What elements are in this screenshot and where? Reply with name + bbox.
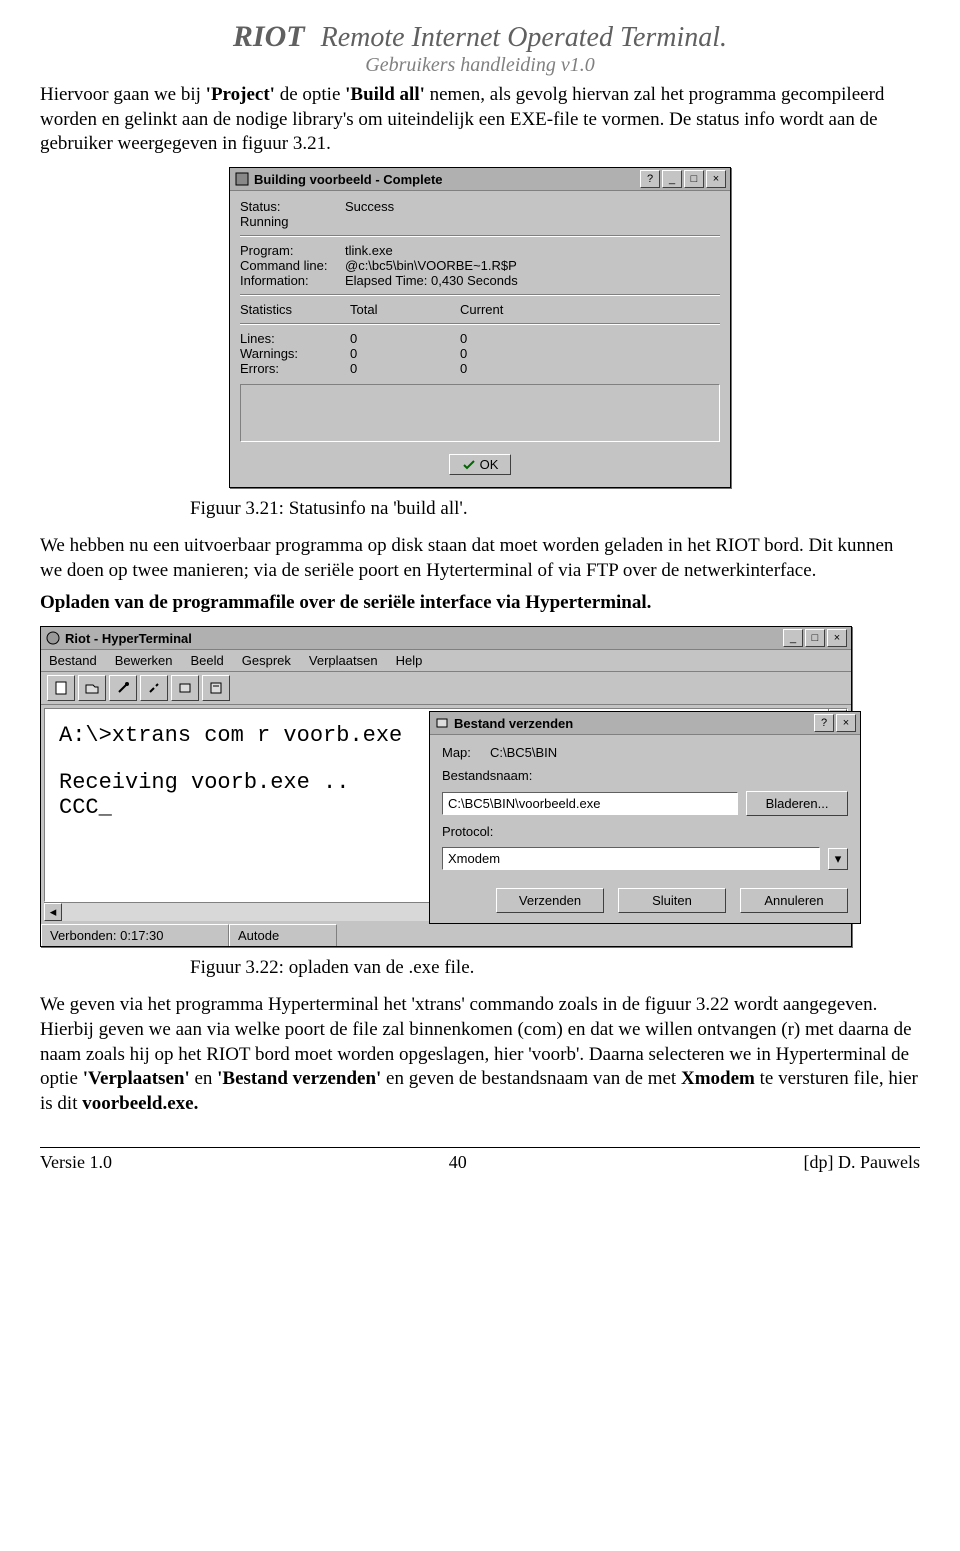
build-dialog-title: Building voorbeeld - Complete (254, 172, 640, 187)
paragraph-1: Hiervoor gaan we bij 'Project' de optie … (40, 83, 920, 157)
cancel-button[interactable]: Annuleren (740, 888, 848, 913)
browse-button[interactable]: Bladeren... (746, 791, 848, 816)
close-icon[interactable]: × (836, 714, 856, 732)
help-icon[interactable]: ? (814, 714, 834, 732)
total-label: Total (350, 302, 460, 317)
app-icon (234, 171, 250, 187)
footer-page: 40 (449, 1152, 467, 1173)
cmd-label: Command line: (240, 258, 345, 273)
header-title-long: Remote Internet Operated Terminal. (321, 22, 727, 53)
check-icon (462, 459, 476, 471)
build-dialog: Building voorbeeld - Complete ? _ □ × St… (229, 167, 731, 488)
close-icon[interactable]: × (827, 629, 847, 647)
maximize-icon[interactable]: □ (684, 170, 704, 188)
current-label: Current (460, 302, 570, 317)
send-file-titlebar: Bestand verzenden ? × (430, 712, 860, 735)
footer-author: [dp] D. Pauwels (804, 1152, 920, 1173)
figure-2-caption: Figuur 3.22: opladen van de .exe file. (190, 957, 920, 979)
errors-label: Errors: (240, 361, 350, 376)
help-icon[interactable]: ? (640, 170, 660, 188)
stats-label: Statistics (240, 302, 350, 317)
minimize-icon[interactable]: _ (662, 170, 682, 188)
menu-verplaatsen[interactable]: Verplaatsen (309, 653, 378, 668)
app-icon (45, 630, 61, 646)
hyperterminal-titlebar: Riot - HyperTerminal _ □ × (41, 627, 851, 650)
running-label: Running (240, 214, 288, 229)
close-button[interactable]: Sluiten (618, 888, 726, 913)
close-icon[interactable]: × (706, 170, 726, 188)
footer-version: Versie 1.0 (40, 1152, 112, 1173)
status-label: Status: (240, 199, 345, 214)
protocol-label: Protocol: (442, 824, 848, 839)
menu-bestand[interactable]: Bestand (49, 653, 97, 668)
figure-1-caption: Figuur 3.21: Statusinfo na 'build all'. (190, 498, 920, 520)
send-icon[interactable] (171, 675, 199, 701)
message-area (240, 384, 720, 442)
hyperterminal-window: Riot - HyperTerminal _ □ × Bestand Bewer… (40, 626, 852, 947)
map-value: C:\BC5\BIN (490, 745, 557, 760)
send-file-title: Bestand verzenden (454, 716, 814, 731)
dialog-icon (434, 715, 450, 731)
paragraph-3-heading: Opladen van de programmafile over de ser… (40, 591, 920, 616)
filename-input[interactable]: C:\BC5\BIN\voorbeeld.exe (442, 792, 738, 815)
properties-icon[interactable] (202, 675, 230, 701)
minimize-icon[interactable]: _ (783, 629, 803, 647)
warnings-label: Warnings: (240, 346, 350, 361)
protocol-select[interactable]: Xmodem (442, 847, 820, 870)
program-value: tlink.exe (345, 243, 720, 258)
paragraph-4: We geven via het programma Hyperterminal… (40, 993, 920, 1116)
build-dialog-titlebar: Building voorbeeld - Complete ? _ □ × (230, 168, 730, 191)
status-value: Success (345, 199, 720, 214)
filename-label: Bestandsnaam: (442, 768, 848, 783)
menu-bewerken[interactable]: Bewerken (115, 653, 173, 668)
status-connected: Verbonden: 0:17:30 (41, 924, 229, 946)
open-icon[interactable] (78, 675, 106, 701)
page-footer: Versie 1.0 40 [dp] D. Pauwels (40, 1147, 920, 1173)
lines-label: Lines: (240, 331, 350, 346)
info-label: Information: (240, 273, 345, 288)
disconnect-icon[interactable] (140, 675, 168, 701)
header-subtitle: Gebruikers handleiding v1.0 (40, 54, 920, 77)
menu-bar: Bestand Bewerken Beeld Gesprek Verplaats… (41, 650, 851, 672)
menu-beeld[interactable]: Beeld (191, 653, 224, 668)
page-header: RIOT Remote Internet Operated Terminal. … (40, 20, 920, 77)
cmd-value: @c:\bc5\bin\VOORBE~1.R$P (345, 258, 720, 273)
toolbar (41, 672, 851, 705)
connect-icon[interactable] (109, 675, 137, 701)
maximize-icon[interactable]: □ (805, 629, 825, 647)
hyperterminal-title: Riot - HyperTerminal (65, 631, 783, 646)
map-label: Map: (442, 745, 482, 760)
info-value: Elapsed Time: 0,430 Seconds (345, 273, 720, 288)
new-icon[interactable] (47, 675, 75, 701)
header-title-short: RIOT (233, 20, 305, 53)
send-file-dialog: Bestand verzenden ? × Map: C:\BC5\BIN Be… (429, 711, 861, 924)
status-mode: Autode (229, 924, 337, 946)
paragraph-2: We hebben nu een uitvoerbaar programma o… (40, 534, 920, 583)
send-button[interactable]: Verzenden (496, 888, 604, 913)
program-label: Program: (240, 243, 345, 258)
menu-gesprek[interactable]: Gesprek (242, 653, 291, 668)
dropdown-icon[interactable]: ▾ (828, 848, 848, 870)
menu-help[interactable]: Help (396, 653, 423, 668)
ok-button[interactable]: OK (449, 454, 512, 475)
scroll-left-icon[interactable]: ◂ (44, 903, 62, 921)
status-bar: Verbonden: 0:17:30 Autode (41, 924, 851, 946)
